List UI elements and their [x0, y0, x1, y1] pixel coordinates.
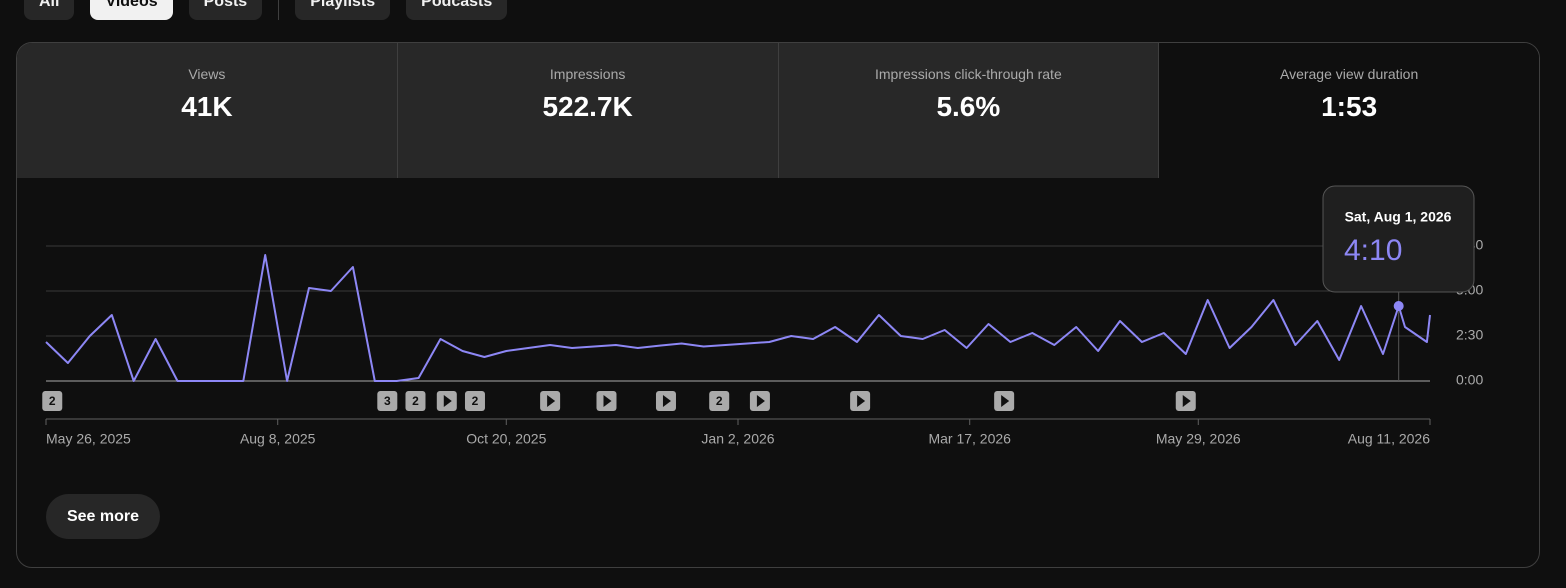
- x-tick-label: Mar 17, 2026: [928, 431, 1011, 447]
- tab[interactable]: All: [24, 0, 75, 20]
- metric[interactable]: Average view duration 1:53: [1159, 43, 1539, 178]
- metric-label: Impressions click-through rate: [875, 66, 1062, 82]
- video-marker: [709, 391, 730, 411]
- x-tick-label: May 26, 2025: [46, 431, 131, 447]
- play-icon: [1001, 395, 1010, 407]
- line: [45, 254, 1431, 382]
- play-icon: [547, 395, 556, 407]
- video-marker: [377, 391, 398, 411]
- play-icon: [603, 395, 612, 407]
- video-count: 3: [384, 394, 391, 408]
- metric-value: 522.7K: [542, 91, 633, 122]
- tab[interactable]: Playlists: [295, 0, 391, 20]
- video-count: 2: [716, 394, 723, 408]
- play-icon: [857, 395, 866, 407]
- metric-label: Views: [188, 66, 226, 82]
- x-tick-label: Aug 8, 2025: [240, 431, 316, 447]
- tooltip: [1322, 185, 1475, 293]
- tab[interactable]: Podcasts: [406, 0, 508, 20]
- metric-label: Impressions: [549, 66, 626, 82]
- tab-bar: All Videos Posts Playlists Podcasts: [24, 0, 508, 20]
- play-icon: [443, 395, 452, 407]
- video-count: 2: [472, 394, 479, 408]
- tab[interactable]: Posts: [188, 0, 263, 20]
- play-icon: [756, 395, 765, 407]
- separator: [278, 0, 280, 20]
- video-count: 2: [49, 394, 56, 408]
- metric[interactable]: Impressions 522.7K: [397, 43, 779, 178]
- x-tick-label: May 29, 2026: [1156, 431, 1241, 447]
- video-marker: [464, 391, 485, 411]
- play-icon: [1182, 395, 1191, 407]
- tooltip-value: 4:10: [1344, 234, 1402, 267]
- metric-tabs: Views 41K Impressions 522.7K Impressions c…: [17, 43, 1539, 178]
- metric-value: 1:53: [1321, 91, 1378, 122]
- metric-label: Average view duration: [1279, 66, 1419, 82]
- metric-value: 41K: [181, 91, 233, 122]
- metric[interactable]: Impressions click-through rate 5.6%: [778, 43, 1160, 178]
- video-marker: [42, 391, 63, 411]
- see-more-button[interactable]: See more: [46, 494, 160, 539]
- video-marker: [405, 391, 426, 411]
- tab[interactable]: Videos: [90, 0, 173, 20]
- x-tick-label: Aug 11, 2026: [1348, 431, 1430, 447]
- y-tick-label: 0:00: [1456, 372, 1483, 388]
- analytics-card: Views 41K Impressions 522.7K Impressions c…: [16, 42, 1540, 568]
- metric[interactable]: Views 41K: [17, 43, 398, 178]
- video-count: 2: [412, 394, 419, 408]
- metric-value: 5.6%: [936, 91, 1001, 122]
- x-tick-label: Oct 20, 2025: [466, 431, 546, 447]
- play-icon: [662, 395, 671, 407]
- tooltip-title: Sat, Aug 1, 2026: [1345, 209, 1452, 225]
- hover-dot: [1393, 301, 1404, 311]
- x-tick-label: Jan 2, 2026: [701, 431, 774, 447]
- y-tick-label: 2:30: [1456, 327, 1483, 343]
